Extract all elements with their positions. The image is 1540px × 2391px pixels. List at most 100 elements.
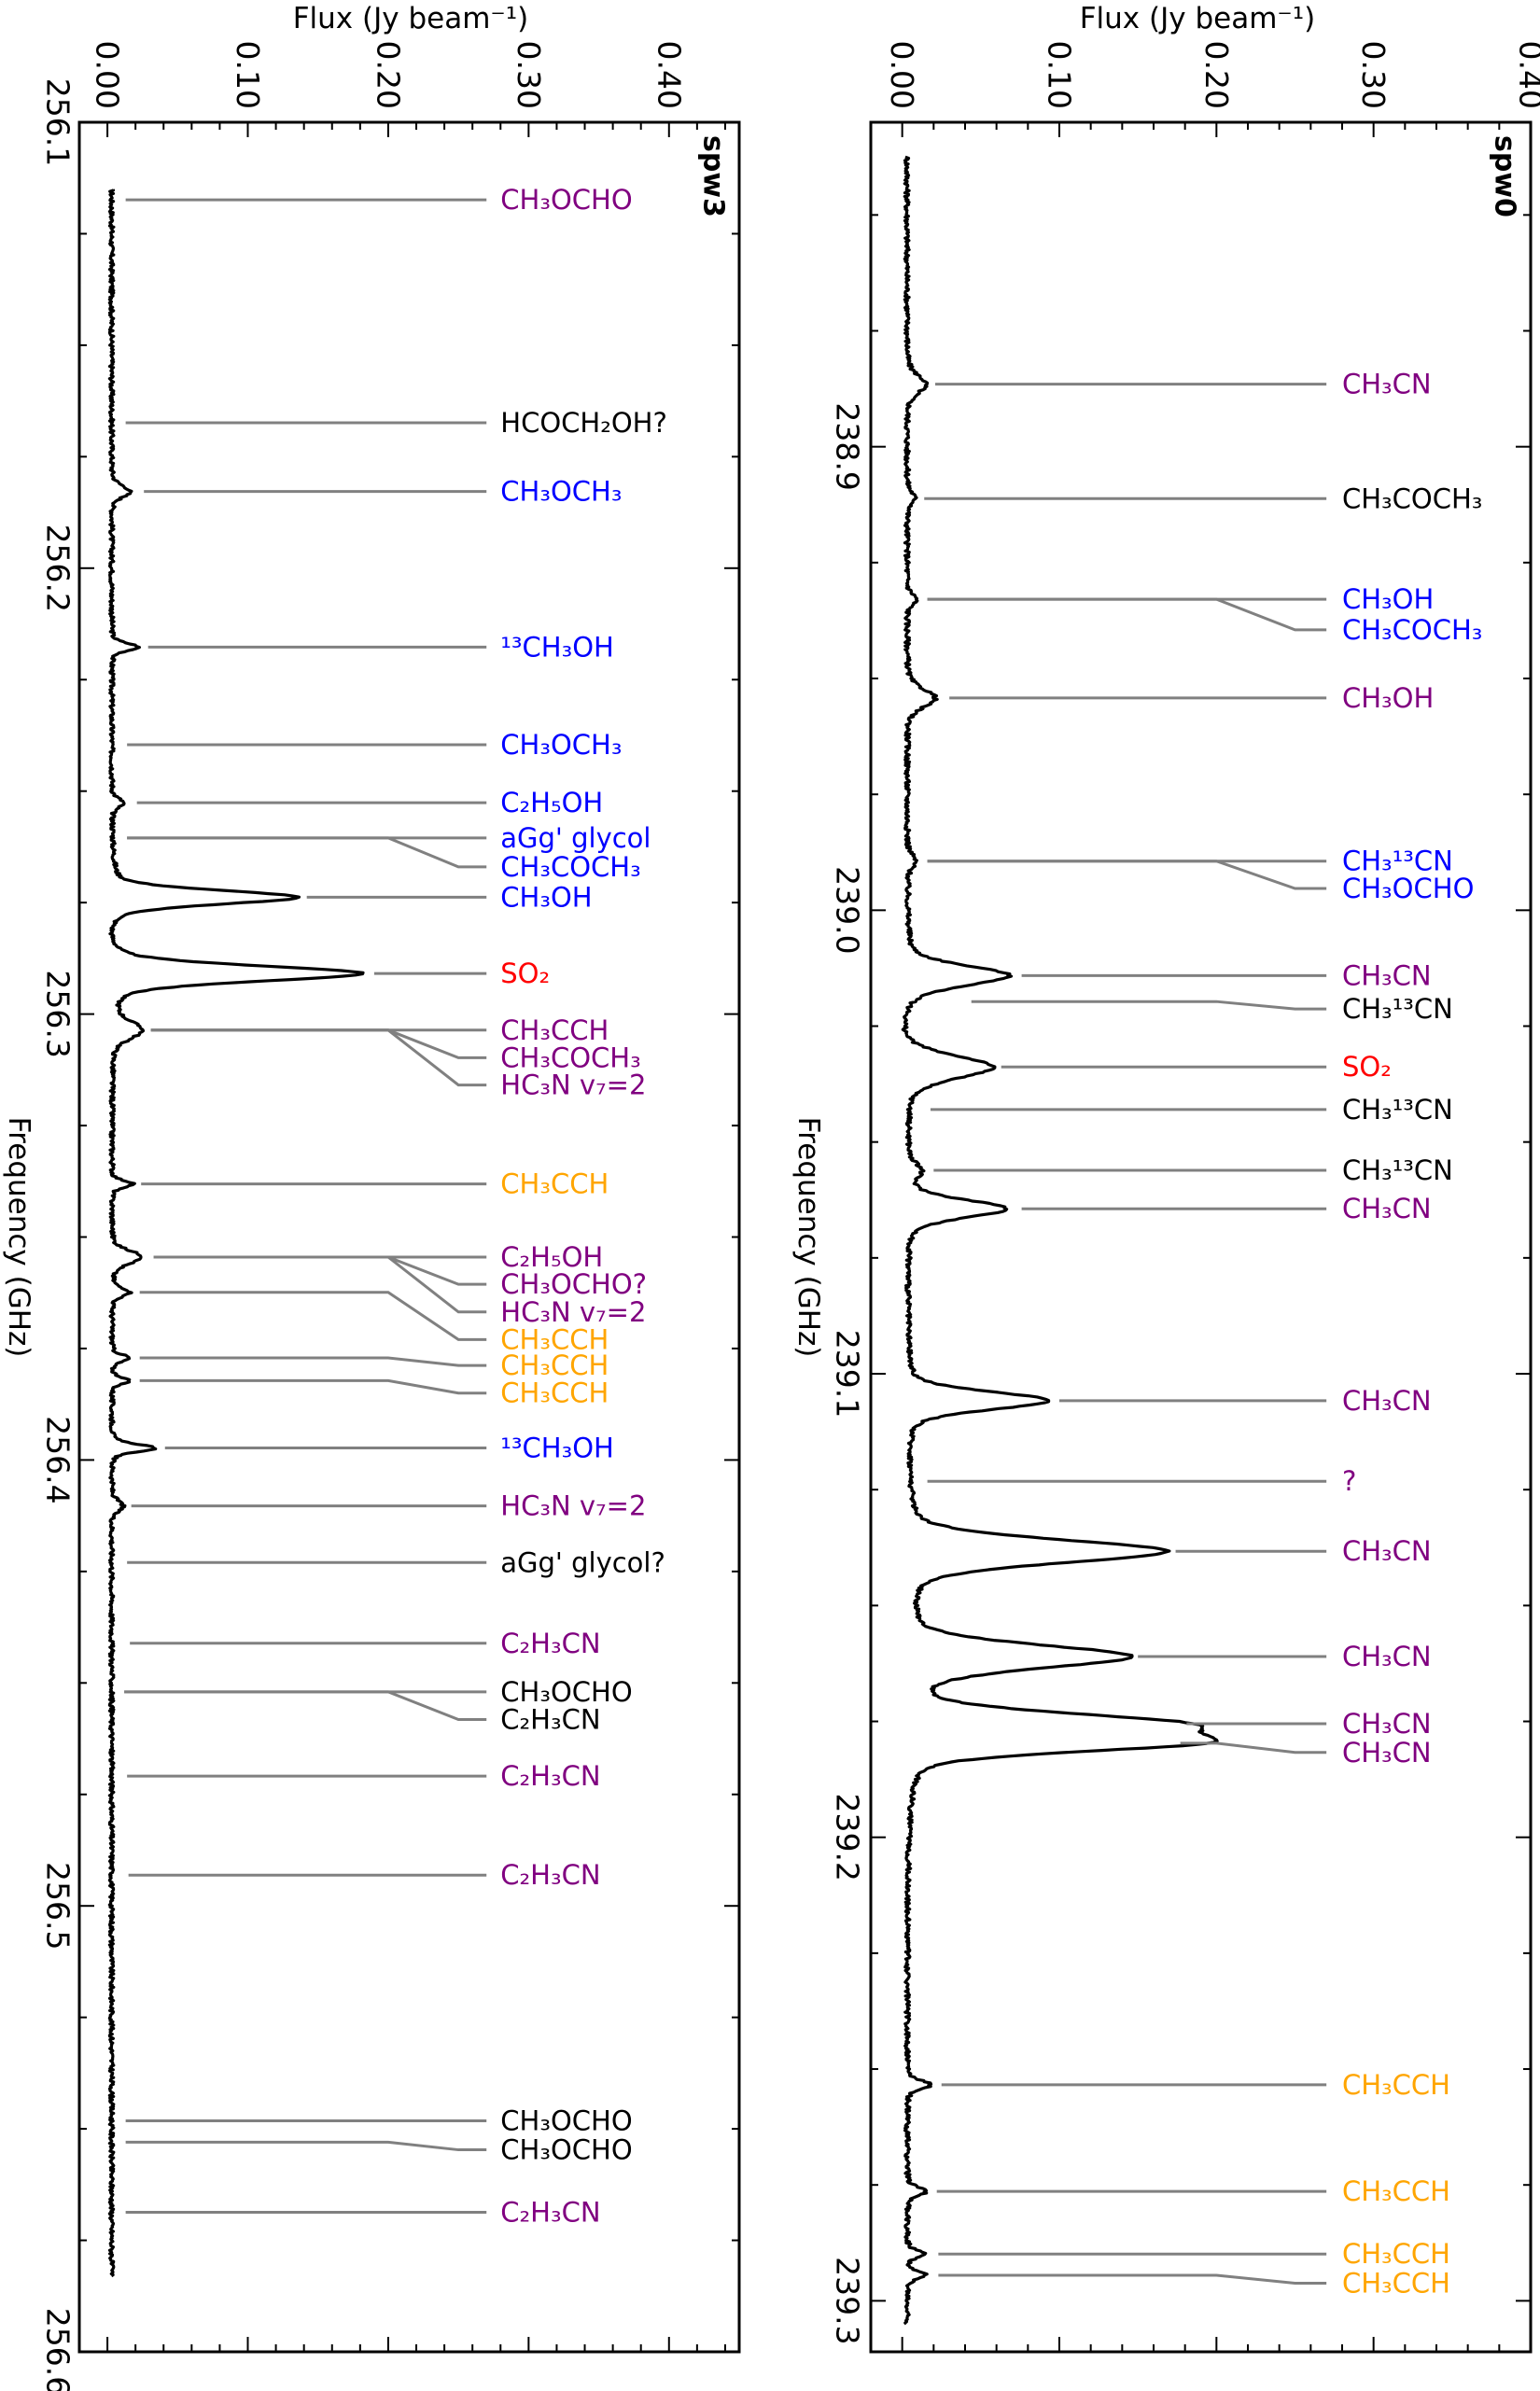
molecule-label: CH₃CN xyxy=(1342,1708,1432,1740)
line-marker xyxy=(150,1028,487,1087)
molecule-label: CH₃¹³CN xyxy=(1342,1094,1453,1126)
molecule-label: ¹³CH₃OH xyxy=(500,1432,614,1463)
molecule-label: CH₃CCH xyxy=(1342,2267,1450,2299)
line-marker xyxy=(938,2273,1327,2285)
line-marker xyxy=(150,1028,487,1059)
frequency-axis-title: Frequency (GHz) xyxy=(2,1117,35,1358)
molecule-label: C₂H₃CN xyxy=(500,2196,600,2228)
spectrum-trace xyxy=(901,155,1219,2326)
frequency-tick-label: 256.4 xyxy=(40,1416,77,1503)
molecule-label: CH₃CCH xyxy=(1342,2175,1450,2207)
line-marker xyxy=(1180,1741,1327,1755)
molecule-label: CH₃CCH xyxy=(1342,2069,1450,2101)
molecule-label: CH₃CN xyxy=(1342,1641,1432,1672)
flux-tick-label: 0.20 xyxy=(1198,41,1235,109)
molecule-label: CH₃CN xyxy=(1342,1385,1432,1417)
molecule-label: HC₃N v₇=2 xyxy=(500,1296,646,1328)
molecule-label: CH₃COCH₃ xyxy=(1342,482,1482,514)
panel-spw3: Flux (Jy beam⁻¹) Frequency (GHz) 0.00 0.10 0… xyxy=(2,2,741,2391)
molecule-label: CH₃¹³CN xyxy=(1342,993,1453,1025)
molecule-label: CH₃OCHO xyxy=(1342,873,1474,904)
panel-label: spw3 xyxy=(697,135,730,217)
line-marker xyxy=(127,836,487,869)
molecule-label: CH₃CCH xyxy=(500,1323,609,1355)
molecule-label: CH₃OH xyxy=(1342,682,1434,714)
molecule-label: C₂H₅OH xyxy=(500,1241,603,1273)
flux-axis-title: Flux (Jy beam⁻¹) xyxy=(293,2,529,35)
molecule-label: HC₃N v₇=2 xyxy=(500,1490,646,1522)
frequency-tick-label: 256.3 xyxy=(40,970,77,1057)
flux-tick-label: 0.10 xyxy=(1042,41,1078,109)
molecule-label: aGg' glycol xyxy=(500,822,651,854)
molecule-label: SO₂ xyxy=(1342,1051,1392,1083)
molecule-label: CH₃OCH₃ xyxy=(500,476,622,508)
flux-tick-label: 0.10 xyxy=(230,41,266,109)
line-marker xyxy=(927,860,1327,890)
molecule-label: CH₃CN xyxy=(1342,369,1432,400)
molecule-label: C₂H₃CN xyxy=(500,1628,600,1659)
molecule-label: C₂H₃CN xyxy=(500,1859,600,1891)
molecule-label: ¹³CH₃OH xyxy=(500,631,614,663)
line-marker xyxy=(125,2140,487,2152)
line-marker xyxy=(124,1690,487,1721)
spectrum-trace xyxy=(107,189,365,2278)
molecule-label: CH₃OCHO xyxy=(500,2134,632,2166)
molecule-label: CH₃OCH₃ xyxy=(500,729,622,761)
flux-tick-label: 0.40 xyxy=(651,41,687,109)
molecule-label: CH₃CCH xyxy=(500,1014,609,1046)
molecule-label: CH₃CN xyxy=(1342,1193,1432,1224)
flux-tick-label: 0.30 xyxy=(511,41,547,109)
flux-tick-label: 0.00 xyxy=(90,41,126,109)
molecule-label: CH₃CN xyxy=(1342,1535,1432,1567)
flux-tick-label: 0.30 xyxy=(1355,41,1392,109)
molecule-label: CH₃OCHO? xyxy=(500,1268,647,1300)
frequency-tick-label: 239.2 xyxy=(830,1793,866,1881)
panel-spw0: Flux (Jy beam⁻¹) Frequency (GHz) 0.00 0.10 0… xyxy=(791,2,1540,2354)
molecule-label: CH₃OCHO xyxy=(500,2104,632,2136)
panel-label: spw0 xyxy=(1489,135,1521,217)
line-marker xyxy=(139,1291,487,1341)
molecule-label: CH₃OH xyxy=(500,881,592,913)
molecule-label: CH₃OCHO xyxy=(500,184,632,216)
line-marker xyxy=(153,1255,487,1314)
molecule-label: SO₂ xyxy=(500,958,550,989)
flux-tick-label: 0.40 xyxy=(1513,41,1540,109)
frequency-tick-label: 256.5 xyxy=(40,1862,77,1950)
line-marker xyxy=(927,597,1327,632)
molecule-label: CH₃CCH xyxy=(500,1168,609,1200)
frequency-axis-title: Frequency (GHz) xyxy=(791,1117,825,1358)
molecule-label: CH₃CCH xyxy=(500,1377,609,1409)
flux-tick-label: 0.20 xyxy=(370,41,406,109)
molecule-label: CH₃¹³CN xyxy=(1342,1154,1453,1186)
molecule-label: HCOCH₂OH? xyxy=(500,407,667,439)
plot-frame xyxy=(77,120,741,2354)
molecule-label: C₂H₃CN xyxy=(500,1760,600,1792)
molecule-label: CH₃COCH₃ xyxy=(500,851,640,883)
molecule-label: ? xyxy=(1342,1465,1356,1497)
frequency-tick-label: 239.3 xyxy=(830,2257,866,2344)
line-marker xyxy=(971,1000,1327,1011)
frequency-tick-label: 256.2 xyxy=(40,524,77,612)
molecule-label: CH₃COCH₃ xyxy=(500,1042,640,1073)
plot-frame xyxy=(869,120,1533,2354)
line-marker xyxy=(153,1255,487,1286)
molecule-label: C₂H₅OH xyxy=(500,787,603,818)
flux-tick-label: 0.00 xyxy=(884,41,920,109)
molecule-label: CH₃CCH xyxy=(500,1349,609,1381)
line-marker xyxy=(139,1378,487,1395)
flux-axis-title: Flux (Jy beam⁻¹) xyxy=(1080,2,1316,35)
molecule-label: aGg' glycol? xyxy=(500,1546,665,1578)
molecule-label: HC₃N v₇=2 xyxy=(500,1070,646,1101)
molecule-label: CH₃COCH₃ xyxy=(1342,614,1482,646)
molecule-label: CH₃¹³CN xyxy=(1342,846,1453,877)
frequency-tick-label: 239.1 xyxy=(830,1330,866,1418)
molecule-label: CH₃CN xyxy=(1342,959,1432,991)
molecule-label: CH₃CN xyxy=(1342,1737,1432,1769)
molecule-label: CH₃OCHO xyxy=(500,1676,632,1708)
frequency-tick-label: 239.0 xyxy=(830,866,866,954)
line-marker xyxy=(139,1356,487,1367)
frequency-tick-label: 256.6 xyxy=(40,2308,77,2391)
frequency-tick-label: 256.1 xyxy=(40,78,77,166)
frequency-tick-label: 238.9 xyxy=(830,402,866,490)
